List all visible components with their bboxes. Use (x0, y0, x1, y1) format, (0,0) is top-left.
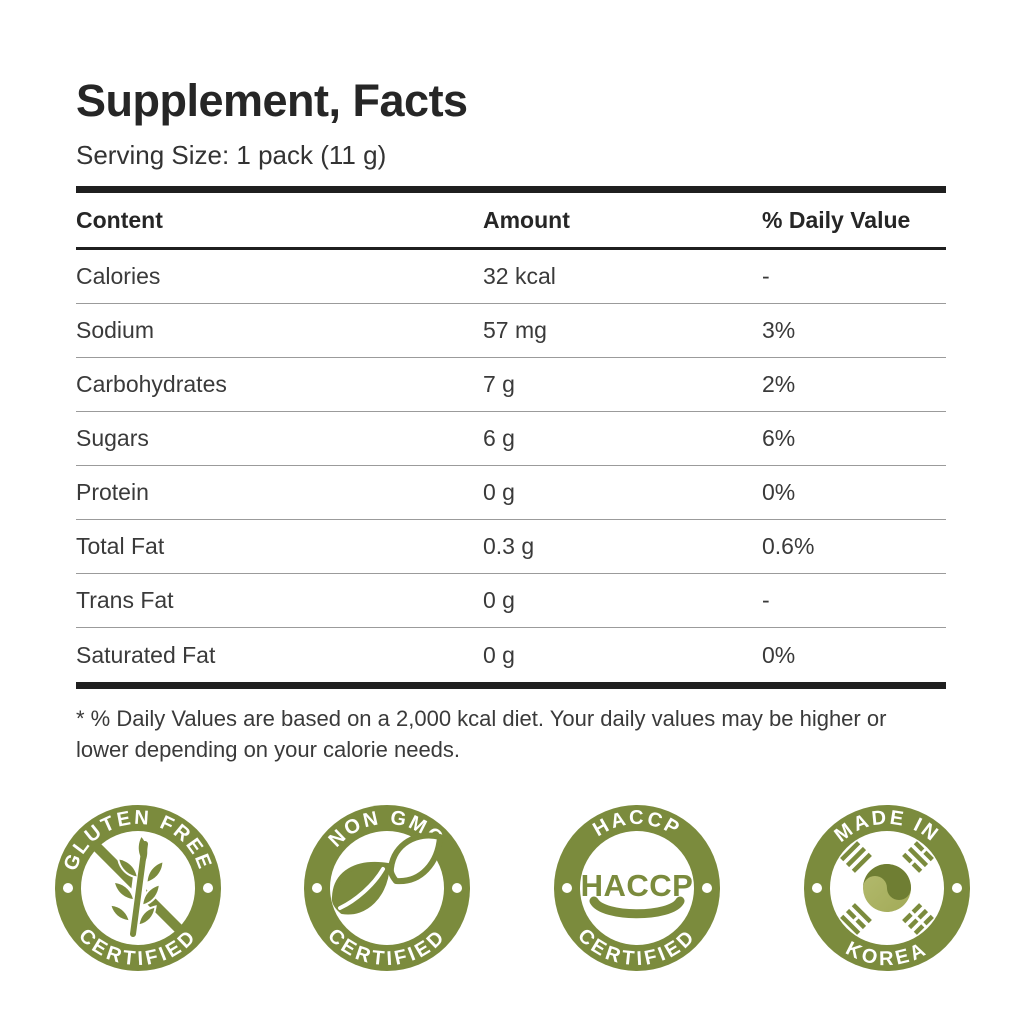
nutrition-table: Content Amount % Daily Value Calories 32… (76, 186, 946, 690)
trigram-ri (840, 903, 872, 935)
row-name: Sugars (76, 425, 149, 452)
row-daily-value: - (762, 263, 770, 290)
table-row: Saturated Fat 0 g 0% (76, 628, 946, 682)
haccp-swoosh-icon: HACCP (581, 868, 694, 919)
row-daily-value: 0% (762, 479, 796, 506)
footnote-line-2: lower depending on your calorie needs. (76, 737, 461, 763)
column-header-content: Content (76, 206, 163, 233)
row-daily-value: 2% (762, 371, 796, 398)
row-amount: 6 g (483, 425, 515, 452)
table-bottom-rule (76, 682, 946, 690)
korea-taegeuk-icon (840, 841, 934, 935)
trigram-gam (902, 841, 934, 873)
row-amount: 57 mg (483, 317, 547, 344)
leaves-icon (331, 832, 443, 915)
row-name: Total Fat (76, 533, 165, 560)
row-daily-value: 0.6% (762, 533, 815, 560)
row-daily-value: 0% (762, 641, 796, 668)
ring-dot-right (452, 883, 462, 893)
daily-value-footnote: * % Daily Values are based on a 2,000 kc… (76, 703, 950, 765)
row-name: Saturated Fat (76, 641, 216, 668)
trigram-geon (840, 841, 872, 873)
row-name: Sodium (76, 317, 154, 344)
trigram-gon (902, 903, 934, 935)
footnote-line-1: * % Daily Values are based on a 2,000 kc… (76, 706, 887, 732)
row-amount: 0 g (483, 479, 515, 506)
wheat-slash-icon (91, 833, 185, 943)
column-header-daily-value: % Daily Value (762, 206, 911, 233)
row-daily-value: 6% (762, 425, 796, 452)
ring-dot-left (63, 883, 73, 893)
row-daily-value: 3% (762, 317, 796, 344)
row-amount: 0 g (483, 587, 515, 614)
row-name: Protein (76, 479, 149, 506)
row-amount: 0.3 g (483, 533, 535, 560)
ring-dot-left (812, 883, 822, 893)
ring-dot-right (952, 883, 962, 893)
table-row: Sodium 57 mg 3% (76, 304, 946, 359)
ring-dot-left (312, 883, 322, 893)
ring-dot-left (562, 883, 572, 893)
row-amount: 7 g (483, 371, 515, 398)
row-name: Trans Fat (76, 587, 174, 614)
table-row: Calories 32 kcal - (76, 250, 946, 305)
supplement-facts-card: Supplement, Facts Serving Size: 1 pack (… (56, 56, 970, 773)
badge-non-gmo-certified: NON GMO CERTIFIED (303, 804, 471, 972)
table-row: Carbohydrates 7 g 2% (76, 358, 946, 413)
table-row: Protein 0 g 0% (76, 466, 946, 521)
table-row: Sugars 6 g 6% (76, 412, 946, 467)
haccp-center-text: HACCP (581, 868, 694, 903)
column-header-amount: Amount (483, 206, 570, 233)
table-row: Trans Fat 0 g - (76, 574, 946, 629)
row-amount: 0 g (483, 641, 515, 668)
table-row: Total Fat 0.3 g 0.6% (76, 520, 946, 575)
badge-gluten-free-certified: GLUTEN FREE CERTIFIED (54, 804, 222, 972)
serving-size-text: Serving Size: 1 pack (11 g) (76, 140, 387, 170)
row-name: Carbohydrates (76, 371, 227, 398)
page-title: Supplement, Facts (76, 75, 468, 126)
row-name: Calories (76, 263, 161, 290)
ring-dot-right (203, 883, 213, 893)
table-top-rule (76, 186, 946, 194)
table-header-row: Content Amount % Daily Value (76, 193, 946, 251)
row-daily-value: - (762, 587, 770, 614)
badge-made-in-korea: MADE IN KOREA (803, 804, 971, 972)
ring-dot-right (702, 883, 712, 893)
badge-haccp-certified: HACCP CERTIFIED HACCP (553, 804, 721, 972)
row-amount: 32 kcal (483, 263, 556, 290)
